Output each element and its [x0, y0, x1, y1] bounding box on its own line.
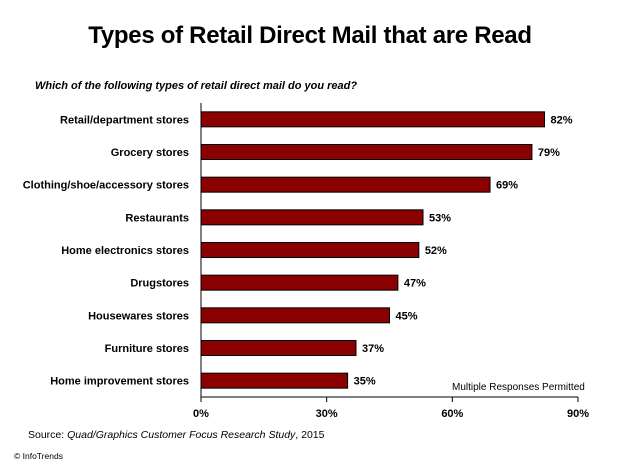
category-label: Grocery stores [111, 147, 189, 159]
chart-title: Types of Retail Direct Mail that are Rea… [88, 22, 532, 49]
x-tick-label: 90% [567, 408, 589, 420]
bar [200, 111, 545, 128]
source-prefix: Source: [28, 429, 68, 441]
value-label: 79% [538, 147, 560, 159]
value-label: 53% [429, 212, 451, 224]
category-label: Home improvement stores [50, 376, 189, 388]
x-tick-label: 30% [316, 408, 338, 420]
category-label: Restaurants [125, 212, 189, 224]
source-suffix: , 2015 [295, 429, 325, 441]
source-citation: Source: Quad/Graphics Customer Focus Res… [28, 429, 325, 441]
multiple-responses-note: Multiple Responses Permitted [452, 382, 585, 393]
value-label: 82% [550, 114, 572, 126]
category-label: Furniture stores [105, 343, 189, 355]
bar [200, 144, 533, 160]
bars-layer: Retail/department stores 82% Grocery store… [23, 111, 573, 389]
bar [200, 176, 491, 193]
survey-question: Which of the following types of retail d… [35, 80, 358, 92]
bar [200, 209, 424, 226]
value-label: 45% [396, 310, 418, 322]
bar [200, 242, 420, 258]
value-label: 52% [425, 245, 447, 257]
x-axis-ticks: 0% 30% 60% 90% [193, 397, 589, 420]
category-label: Housewares stores [88, 310, 189, 322]
category-label: Clothing/shoe/accessory stores [23, 180, 189, 192]
category-label: Home electronics stores [61, 245, 189, 257]
value-label: 37% [362, 343, 384, 355]
value-label: 69% [496, 180, 518, 192]
source-study: Quad/Graphics Customer Focus Research St… [67, 429, 296, 441]
x-tick-label: 0% [193, 408, 209, 420]
value-label: 47% [404, 278, 426, 290]
category-label: Retail/department stores [60, 114, 189, 126]
category-label: Drugstores [130, 278, 189, 290]
bar [200, 274, 399, 291]
bar [200, 372, 349, 389]
x-tick-label: 60% [441, 408, 463, 420]
bar [200, 307, 390, 324]
value-label: 35% [354, 376, 376, 388]
copyright: © InfoTrends [14, 451, 63, 461]
bar [200, 340, 357, 356]
